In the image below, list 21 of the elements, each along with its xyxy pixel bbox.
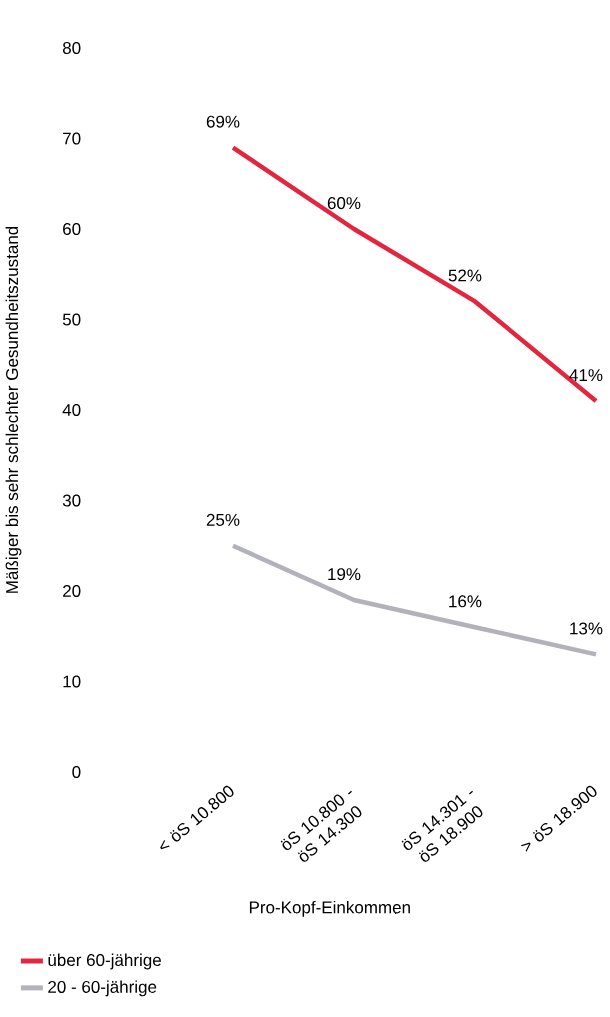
data-label: 19% (328, 568, 361, 581)
y-axis-title: Mäßiger bis sehr schlechter Gesundheitszustand (5, 226, 22, 593)
data-label: 60% (327, 197, 361, 210)
data-label: 13% (570, 622, 603, 635)
data-label: 25% (206, 513, 240, 526)
legend-label: über 60-jährige (48, 953, 161, 970)
y-tick-label: 50 (62, 313, 81, 326)
y-tick-label: 40 (62, 403, 81, 417)
data-label: 16% (449, 595, 482, 608)
y-tick-label: 10 (63, 675, 81, 688)
data-label: 69% (206, 115, 240, 128)
y-tick-label: 20 (63, 584, 81, 598)
y-tick-label: 0 (72, 765, 81, 779)
legend-label: 20 - 60-jährige (48, 980, 157, 997)
data-label: 41% (569, 369, 603, 382)
y-tick-label: 80 (62, 41, 81, 55)
x-axis-title: Pro-Kopf-Einkommen (249, 900, 410, 917)
data-label: 52% (448, 269, 482, 282)
y-tick-label: 70 (63, 132, 81, 145)
y-tick-label: 60 (63, 222, 81, 236)
y-tick-label: 30 (62, 494, 81, 507)
